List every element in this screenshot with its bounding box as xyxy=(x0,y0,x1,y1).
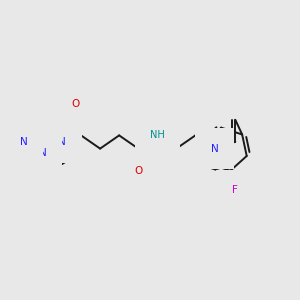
Text: O: O xyxy=(134,166,142,176)
Text: N: N xyxy=(58,137,66,147)
Text: N: N xyxy=(211,144,218,154)
Text: F: F xyxy=(232,185,238,195)
Text: NH: NH xyxy=(150,130,165,140)
Text: N: N xyxy=(20,137,28,147)
Text: O: O xyxy=(72,99,80,109)
Text: N: N xyxy=(39,148,47,158)
